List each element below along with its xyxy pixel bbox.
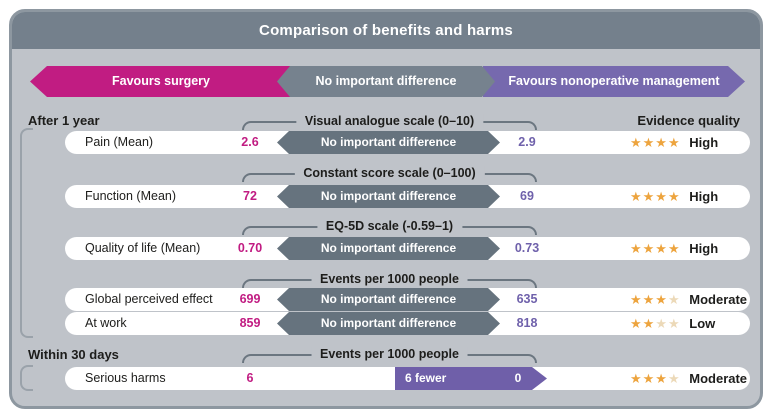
no-difference-pill-label: No important difference <box>320 189 457 203</box>
star-rating-filled-icon: ★★★★ <box>630 135 681 150</box>
evidence-rating-label: Moderate <box>689 371 748 386</box>
scale-label-events-per-1000: Events per 1000 people <box>311 272 468 286</box>
star-rating-filled-icon: ★★★ <box>630 292 668 307</box>
nonoperative-value: 635 <box>516 292 538 306</box>
no-important-difference-banner: No important difference <box>277 66 495 97</box>
evidence-rating-label: Low <box>689 316 716 331</box>
row-label: Global perceived effect <box>85 292 213 306</box>
surgery-value: 859 <box>239 316 261 330</box>
no-important-difference-label: No important difference <box>315 74 457 88</box>
scale-label-events-per-1000-harms: Events per 1000 people <box>311 347 468 361</box>
star-rating-empty-icon: ★★ <box>655 316 681 331</box>
outcome-row-global-perceived-effect: Global perceived effect 699 No important… <box>65 288 750 311</box>
evidence-rating: ★★★★ High <box>630 131 718 154</box>
no-difference-pill: No important difference <box>277 312 500 335</box>
nonoperative-value: 0 <box>514 371 522 385</box>
evidence-rating: ★★★★ High <box>630 185 718 208</box>
outcome-row-at-work: At work 859 No important difference 818 … <box>65 312 750 335</box>
scale-bracket-vas: Visual analogue scale (0–10) <box>242 114 537 130</box>
scale-bracket-constant-score: Constant score scale (0–100) <box>242 166 537 182</box>
favours-nonoperative-arrow: Favours nonoperative management <box>483 66 745 97</box>
scale-label-eq5d: EQ-5D scale (-0.59–1) <box>316 219 463 233</box>
evidence-rating-label: Moderate <box>689 292 748 307</box>
evidence-rating: ★★★★ Low <box>630 312 715 335</box>
no-difference-pill: No important difference <box>277 185 500 208</box>
section-bracket-after-1-year <box>20 128 33 338</box>
no-difference-pill-label: No important difference <box>320 241 457 255</box>
no-difference-pill-label: No important difference <box>320 316 457 330</box>
scale-bracket-events-per-1000: Events per 1000 people <box>242 272 537 288</box>
surgery-value: 72 <box>243 189 257 203</box>
scale-label-constant-score: Constant score scale (0–100) <box>294 166 485 180</box>
evidence-quality-header: Evidence quality <box>637 113 740 128</box>
favours-surgery-label: Favours surgery <box>112 74 210 88</box>
no-difference-pill-label: No important difference <box>320 292 457 306</box>
evidence-rating: ★★★★ Moderate <box>630 367 747 390</box>
evidence-rating-label: High <box>689 241 719 256</box>
title-bar: Comparison of benefits and harms <box>12 12 760 49</box>
star-rating-filled-icon: ★★★ <box>630 371 668 386</box>
outcome-row-serious-harms: Serious harms 6 6 fewer 0 ★★★★ Moderate <box>65 367 750 390</box>
scale-label-vas: Visual analogue scale (0–10) <box>295 114 484 128</box>
favours-nonoperative-label: Favours nonoperative management <box>508 74 720 88</box>
nonoperative-value: 69 <box>520 189 534 203</box>
outcome-row-function: Function (Mean) 72 No important differen… <box>65 185 750 208</box>
scale-bracket-events-per-1000-harms: Events per 1000 people <box>242 347 537 363</box>
row-label: Quality of life (Mean) <box>85 241 201 255</box>
outcome-row-quality-of-life: Quality of life (Mean) 0.70 No important… <box>65 237 750 260</box>
surgery-value: 699 <box>239 292 261 306</box>
comparison-panel: Comparison of benefits and harms Favours… <box>9 9 763 409</box>
section-bracket-within-30-days <box>20 365 33 391</box>
row-label: Serious harms <box>85 371 166 385</box>
fewer-events-pill: 6 fewer 0 <box>395 367 547 390</box>
star-rating-filled-icon: ★★★★ <box>630 189 681 204</box>
row-label: Pain (Mean) <box>85 135 154 149</box>
nonoperative-value: 2.9 <box>518 135 536 149</box>
no-difference-pill-label: No important difference <box>320 135 457 149</box>
evidence-rating-label: High <box>689 135 719 150</box>
favours-surgery-arrow: Favours surgery <box>30 66 292 97</box>
row-label: At work <box>85 316 127 330</box>
star-rating-filled-icon: ★★★★ <box>630 241 681 256</box>
fewer-events-label: 6 fewer <box>405 371 447 385</box>
nonoperative-value: 818 <box>516 316 538 330</box>
evidence-rating-label: High <box>689 189 719 204</box>
nonoperative-value: 0.73 <box>514 241 540 255</box>
surgery-value: 2.6 <box>241 135 259 149</box>
no-difference-pill: No important difference <box>277 237 500 260</box>
star-rating-empty-icon: ★ <box>667 371 681 386</box>
section-header-within-30-days: Within 30 days <box>28 347 119 362</box>
no-difference-pill: No important difference <box>277 288 500 311</box>
evidence-rating: ★★★★ High <box>630 237 718 260</box>
evidence-rating: ★★★★ Moderate <box>630 288 747 311</box>
outcome-row-pain: Pain (Mean) 2.6 No important difference … <box>65 131 750 154</box>
star-rating-filled-icon: ★★ <box>630 316 656 331</box>
row-label: Function (Mean) <box>85 189 177 203</box>
surgery-value: 6 <box>246 371 254 385</box>
surgery-value: 0.70 <box>237 241 263 255</box>
page-title: Comparison of benefits and harms <box>259 22 513 39</box>
no-difference-pill: No important difference <box>277 131 500 154</box>
scale-bracket-eq5d: EQ-5D scale (-0.59–1) <box>242 219 537 235</box>
star-rating-empty-icon: ★ <box>667 292 681 307</box>
section-header-after-1-year: After 1 year <box>28 113 100 128</box>
